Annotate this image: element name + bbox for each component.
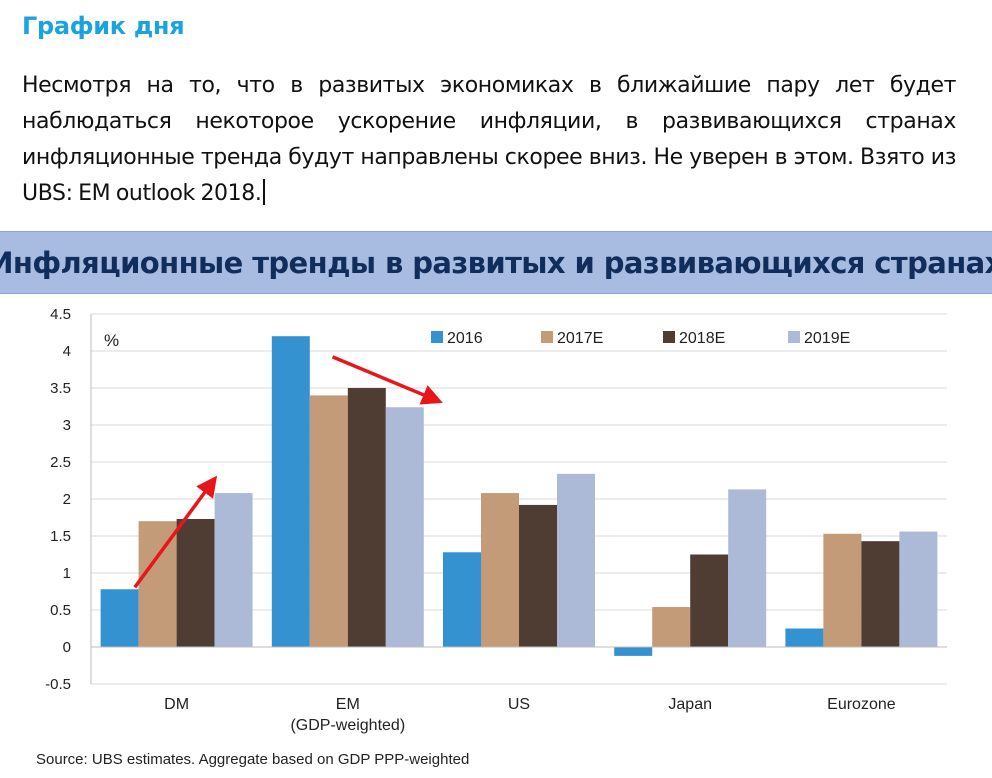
bar-em-2019e bbox=[385, 407, 424, 647]
y-tick-label: 3 bbox=[63, 417, 71, 434]
legend-label: 2017E bbox=[557, 330, 603, 347]
bar-dm-2018e bbox=[176, 518, 215, 647]
y-tick-label: 0.5 bbox=[50, 602, 71, 619]
source-note: Source: UBS estimates. Aggregate based o… bbox=[36, 751, 469, 768]
bar-em-2018e bbox=[347, 388, 386, 647]
bar-japan-2016 bbox=[614, 647, 653, 656]
x-category-label: DM bbox=[164, 696, 189, 713]
bar-dm-2016 bbox=[100, 589, 139, 647]
bar-dm-2019e bbox=[214, 493, 253, 647]
trend-arrow-down bbox=[331, 355, 443, 405]
text-cursor bbox=[263, 179, 265, 205]
legend-swatch bbox=[541, 331, 553, 343]
bar-em-2017e bbox=[309, 395, 348, 647]
y-tick-label: 4 bbox=[63, 343, 71, 360]
bar-us-2019e bbox=[557, 473, 595, 647]
bar-us-2016 bbox=[443, 552, 481, 647]
y-tick-label: 4.5 bbox=[50, 306, 71, 323]
legend-swatch bbox=[663, 331, 675, 343]
bar-eurozone-2019e bbox=[899, 531, 938, 647]
bar-japan-2018e bbox=[690, 554, 729, 647]
legend-label: 2019E bbox=[804, 330, 850, 347]
inflation-chart: 4.5 4 3.5 3 2.5 2 1.5 1 0.5 0 -0.5 DM EM (GDP-weighte… bbox=[36, 306, 947, 768]
y-tick-label: 1 bbox=[63, 565, 71, 582]
x-category-sublabel: (GDP-weighted) bbox=[290, 717, 405, 734]
chart-banner-text: Инфляционные тренды в развитых и развива… bbox=[0, 245, 992, 280]
x-category-label: US bbox=[508, 696, 530, 713]
bar-eurozone-2016 bbox=[785, 628, 824, 647]
y-tick-label: 2.5 bbox=[50, 454, 71, 471]
bar-em-2016 bbox=[271, 336, 310, 647]
legend-label: 2016 bbox=[447, 330, 483, 347]
y-tick-label: -0.5 bbox=[45, 676, 71, 693]
x-category-label: Japan bbox=[668, 696, 712, 713]
legend-swatch bbox=[788, 331, 800, 343]
legend-label: 2018E bbox=[679, 330, 725, 347]
y-tick-label: 0 bbox=[63, 639, 71, 656]
y-tick-label: 3.5 bbox=[50, 380, 71, 397]
bar-eurozone-2018e bbox=[861, 541, 900, 647]
bar-eurozone-2017e bbox=[823, 533, 862, 647]
post-body: Несмотря на то, что в развитых экономика… bbox=[22, 68, 956, 212]
bar-japan-2017e bbox=[652, 607, 691, 647]
bar-dm-2017e bbox=[138, 521, 177, 647]
bar-japan-2019e bbox=[728, 489, 767, 647]
post-body-text: Несмотря на то, что в развитых экономика… bbox=[22, 73, 956, 206]
post-title: График дня bbox=[22, 12, 185, 40]
bar-us-2017e bbox=[481, 493, 519, 647]
legend-swatch bbox=[431, 331, 443, 343]
x-category-label: Eurozone bbox=[827, 696, 896, 713]
chart-banner: Инфляционные тренды в развитых и развива… bbox=[0, 231, 992, 294]
x-category-label: EM bbox=[336, 696, 360, 713]
bar-us-2018e bbox=[519, 504, 557, 647]
unit-label: % bbox=[104, 331, 119, 350]
trend-arrow-up bbox=[133, 475, 218, 589]
y-tick-label: 1.5 bbox=[50, 528, 71, 545]
y-tick-label: 2 bbox=[63, 491, 71, 508]
